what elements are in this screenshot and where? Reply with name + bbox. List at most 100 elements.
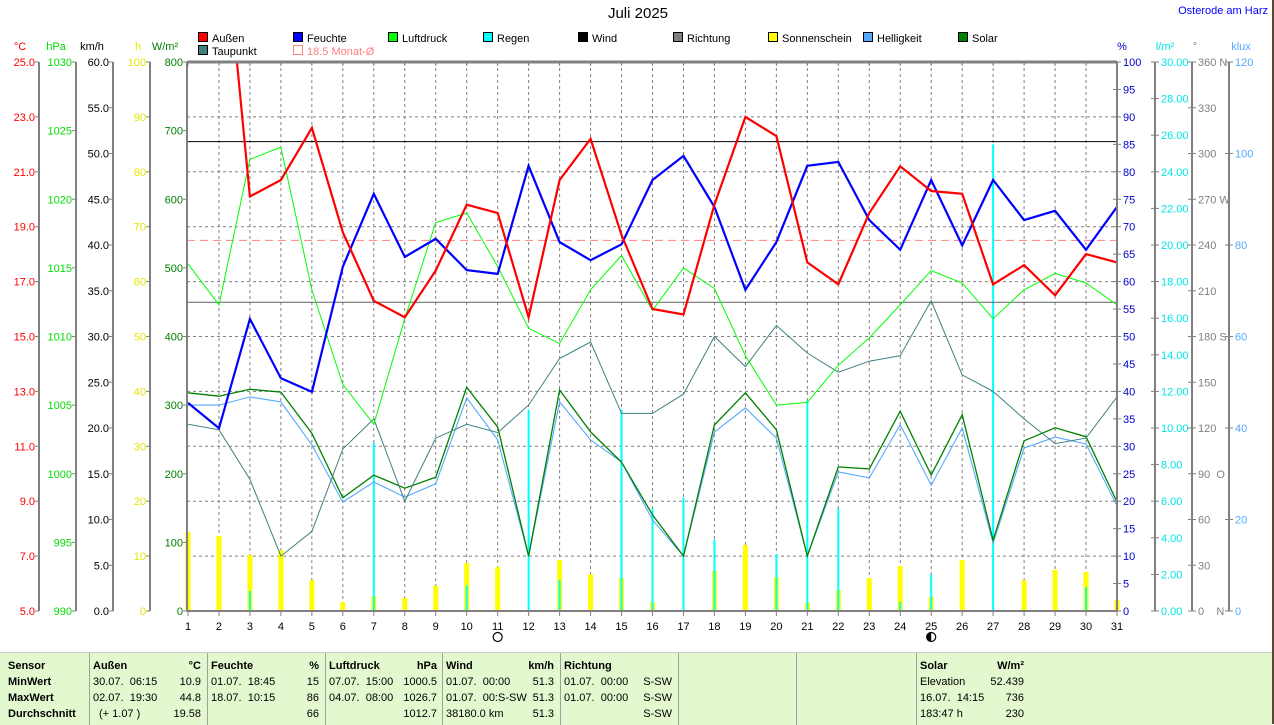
axis-left-wind: km/h60.055.050.045.040.035.030.025.020.0… bbox=[80, 41, 113, 618]
axis-tick-label: 26.00 bbox=[1161, 130, 1189, 142]
axis-tick-label: 990 bbox=[54, 606, 72, 618]
axis-tick-label: 24.00 bbox=[1161, 167, 1189, 179]
axis-tick-label: 700 bbox=[165, 126, 183, 138]
legend-label: Taupunkt bbox=[212, 46, 257, 58]
bar-sonnenschein bbox=[216, 536, 221, 611]
x-tick-label: 14 bbox=[584, 621, 596, 633]
table-cell-label: 183:47 h bbox=[920, 706, 963, 722]
table-column-divider bbox=[442, 653, 443, 725]
series-regen-bars bbox=[249, 144, 1087, 611]
x-tick-label: 26 bbox=[956, 621, 968, 633]
axis-unit-label: % bbox=[1117, 41, 1127, 53]
bar-regen bbox=[528, 410, 530, 611]
axis-tick-label: 995 bbox=[54, 537, 72, 549]
bar-regen bbox=[559, 580, 561, 611]
table-cell-value: 1000.5 bbox=[387, 674, 437, 690]
axis-tick-label: 4.00 bbox=[1161, 533, 1182, 545]
axis-tick-label: 60 bbox=[1235, 332, 1247, 344]
axis-tick-label: 30.0 bbox=[88, 332, 109, 344]
axis-tick-label: 330 bbox=[1198, 103, 1216, 115]
legend-label: Sonnenschein bbox=[782, 33, 852, 45]
axis-tick-label: 80 bbox=[1235, 240, 1247, 252]
axis-tick-label: 55.0 bbox=[88, 103, 109, 115]
axis-tick-label: 90 O bbox=[1198, 469, 1225, 481]
table-cell-value: 1026.7 bbox=[387, 690, 437, 706]
x-tick-label: 7 bbox=[371, 621, 377, 633]
legend-swatch bbox=[579, 33, 588, 42]
x-tick-label: 16 bbox=[646, 621, 658, 633]
axis-unit-label: km/h bbox=[80, 41, 104, 53]
x-tick-label: 3 bbox=[247, 621, 253, 633]
table-cell-value: 52.439 bbox=[974, 674, 1024, 690]
legend-swatch bbox=[674, 33, 683, 42]
axis-tick-label: 18.00 bbox=[1161, 277, 1189, 289]
axis-tick-label: 11.0 bbox=[14, 441, 35, 453]
table-column-divider bbox=[678, 653, 679, 725]
axis-tick-label: 20.0 bbox=[88, 423, 109, 435]
axis-tick-label: 14.00 bbox=[1161, 350, 1189, 362]
axis-tick-label: 100 bbox=[165, 537, 183, 549]
axis-tick-label: 16.00 bbox=[1161, 313, 1189, 325]
x-tick-label: 20 bbox=[770, 621, 782, 633]
axis-tick-label: 21.0 bbox=[14, 167, 35, 179]
x-tick-label: 27 bbox=[987, 621, 999, 633]
axis-tick-label: 20 bbox=[134, 496, 146, 508]
axis-tick-label: 1025 bbox=[48, 126, 72, 138]
axis-tick-label: 25 bbox=[1123, 469, 1135, 481]
legend-item-richtung: Richtung bbox=[674, 33, 731, 46]
axis-tick-label: 0 bbox=[1123, 606, 1129, 618]
axis-tick-label: 13.0 bbox=[14, 386, 35, 398]
axis-tick-label: 7.0 bbox=[20, 551, 35, 563]
legend-swatch bbox=[294, 46, 303, 55]
axis-unit-label: °C bbox=[14, 41, 26, 53]
bar-regen bbox=[621, 410, 623, 611]
table-cell-label: 38180.0 km bbox=[446, 706, 503, 722]
table-group-unit: W/m² bbox=[974, 658, 1024, 674]
table-cell-label: 18.07. 10:15 bbox=[211, 690, 275, 706]
table-cell-value: 44.8 bbox=[151, 690, 201, 706]
axis-tick-label: 120 bbox=[1235, 57, 1253, 69]
bar-sonnenschein bbox=[433, 586, 438, 611]
table-cell-value: 19.58 bbox=[151, 706, 201, 722]
axis-tick-label: 65 bbox=[1123, 249, 1135, 261]
legend-swatch bbox=[294, 33, 303, 42]
bar-sonnenschein bbox=[402, 598, 407, 611]
axis-tick-label: 22.00 bbox=[1161, 203, 1189, 215]
legend-label: Wind bbox=[592, 33, 617, 45]
table-cell-value: S-SW bbox=[622, 706, 672, 722]
bar-sonnenschein bbox=[960, 560, 965, 611]
axis-tick-label: 210 bbox=[1198, 286, 1216, 298]
bar-sonnenschein bbox=[278, 550, 283, 611]
x-tick-label: 24 bbox=[894, 621, 906, 633]
x-tick-label: 13 bbox=[553, 621, 565, 633]
axis-tick-label: 150 bbox=[1198, 377, 1216, 389]
table-cell-value: 10.9 bbox=[151, 674, 201, 690]
axis-tick-label: 5.0 bbox=[94, 560, 109, 572]
bar-regen bbox=[899, 602, 901, 611]
axis-tick-label: 9.0 bbox=[20, 496, 35, 508]
table-cell-label: 07.07. 15:00 bbox=[329, 674, 393, 690]
axis-tick-label: 60 bbox=[1123, 277, 1135, 289]
table-cell-value: S-SW bbox=[622, 674, 672, 690]
bar-regen bbox=[466, 585, 468, 611]
table-group-title: Feuchte bbox=[211, 658, 253, 674]
x-tick-label: 11 bbox=[492, 621, 503, 633]
chart-title: Juli 2025 bbox=[588, 5, 688, 22]
bar-sonnenschein bbox=[309, 580, 314, 611]
x-tick-label: 1 bbox=[185, 621, 191, 633]
axis-tick-label: 200 bbox=[165, 469, 183, 481]
legend-swatch bbox=[484, 33, 493, 42]
axis-right-humidity: %100959085807570656055504540353025201510… bbox=[1113, 41, 1141, 618]
bar-sonnenschein bbox=[867, 578, 872, 611]
table-group-title: Außen bbox=[93, 658, 127, 674]
axis-tick-label: 85 bbox=[1123, 139, 1135, 151]
axis-tick-label: 20 bbox=[1123, 496, 1135, 508]
table-cell-value: 230 bbox=[974, 706, 1024, 722]
table-group-title: Solar bbox=[920, 658, 948, 674]
axis-tick-label: 500 bbox=[165, 263, 183, 275]
x-tick-label: 21 bbox=[801, 621, 813, 633]
legend-swatch bbox=[959, 33, 968, 42]
table-cell-value: 15 bbox=[269, 674, 319, 690]
